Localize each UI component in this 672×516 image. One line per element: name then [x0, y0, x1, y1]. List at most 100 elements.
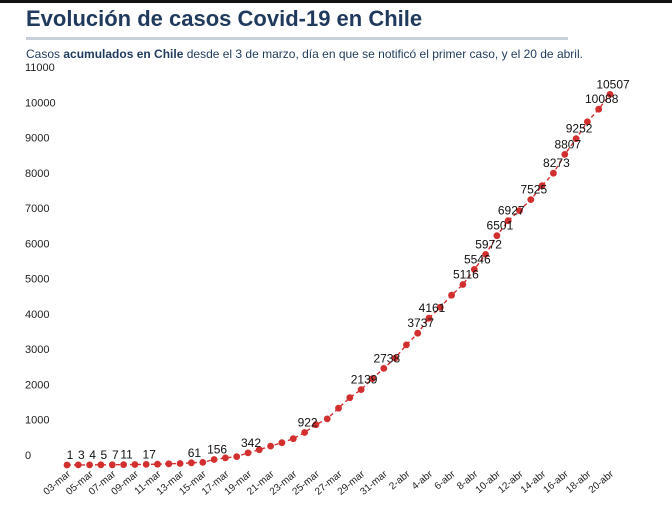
data-label: 3: [78, 448, 85, 462]
data-label: 5546: [464, 252, 491, 266]
y-axis-ticks: 0 1000 2000 3000 4000 5000 6000 7000 8000 9000 100…: [25, 62, 56, 462]
data-point: [74, 461, 82, 469]
data-point: [165, 460, 173, 468]
data-point: [323, 415, 331, 423]
data-point: [369, 375, 376, 382]
series-points: [63, 91, 614, 469]
y-tick-label: 2000: [25, 379, 49, 391]
data-label: 5116: [453, 268, 479, 282]
chart-subtitle: Casos acumulados en Chile desde el 3 de …: [26, 47, 583, 61]
x-tick-label: 6-abr: [433, 468, 458, 492]
x-tick-label: 2-abr: [387, 468, 412, 492]
data-label: 8807: [554, 137, 581, 151]
data-point: [289, 435, 297, 443]
data-point: [606, 91, 614, 98]
title-underline: [26, 37, 568, 40]
data-label: 17: [143, 447, 157, 461]
y-tick-label: 7000: [25, 203, 49, 215]
top-rule: [0, 0, 672, 3]
data-point: [255, 446, 263, 454]
data-label: 156: [207, 443, 227, 457]
data-label: 10507: [596, 77, 630, 91]
data-point: [584, 118, 591, 126]
data-point: [176, 460, 184, 467]
data-point: [346, 394, 354, 402]
subtitle-prefix: Casos: [26, 47, 64, 61]
data-point: [482, 251, 489, 258]
data-point: [108, 461, 116, 469]
data-point: [357, 386, 365, 393]
data-point: [459, 281, 467, 288]
y-tick-label: 10000: [25, 97, 56, 109]
data-point: [425, 314, 433, 322]
data-label: 7525: [520, 183, 547, 197]
data-point: [380, 365, 388, 372]
data-point: [120, 461, 127, 468]
data-point: [414, 329, 422, 337]
data-point: [131, 461, 139, 468]
data-point: [493, 232, 501, 240]
y-tick-label: 9000: [25, 133, 49, 145]
data-point: [470, 266, 478, 273]
data-label: 10088: [585, 92, 619, 106]
data-point: [572, 135, 580, 143]
data-point: [403, 341, 410, 349]
data-point: [538, 182, 546, 190]
data-label: 6927: [498, 204, 525, 218]
data-label: 6501: [487, 219, 514, 233]
data-point: [595, 105, 603, 113]
data-label: 5972: [475, 237, 502, 251]
data-label: 342: [241, 436, 261, 450]
data-point: [278, 439, 286, 447]
data-point: [550, 169, 557, 177]
y-tick-label: 4000: [25, 309, 49, 321]
data-point: [142, 461, 150, 468]
data-point: [335, 404, 342, 412]
data-point: [199, 459, 207, 466]
data-point: [561, 151, 569, 158]
y-tick-label: 0: [25, 450, 31, 462]
data-point: [448, 291, 455, 299]
y-tick-label: 1000: [25, 415, 49, 427]
data-point: [267, 442, 274, 450]
data-point: [97, 461, 105, 469]
data-point: [436, 303, 444, 311]
y-tick-label: 8000: [25, 168, 49, 180]
y-tick-label: 11000: [25, 62, 55, 74]
data-label: 2738: [373, 351, 400, 365]
data-point: [222, 454, 229, 462]
data-point: [154, 460, 161, 468]
data-label: 61: [188, 446, 202, 460]
data-label: 922: [298, 416, 318, 430]
data-point: [233, 453, 241, 460]
data-label: 4: [89, 448, 96, 462]
data-label: 9252: [566, 122, 593, 136]
chart-title: Evolución de casos Covid-19 en Chile: [26, 6, 423, 31]
data-point: [504, 217, 512, 225]
data-point: [301, 429, 308, 436]
data-label: 8273: [543, 156, 570, 170]
data-point: [244, 449, 252, 457]
x-axis-ticks: 03-mar05-mar07-mar09-mar11-mar13-mar15-m…: [42, 468, 617, 497]
x-tick-label: 20-abr: [587, 468, 617, 495]
data-label: 1: [67, 448, 74, 462]
x-tick-label: 4-abr: [410, 468, 435, 492]
data-point: [188, 459, 195, 467]
data-point: [63, 461, 71, 469]
data-point: [86, 461, 93, 469]
subtitle-suffix: desde el 3 de marzo, día en que se notif…: [183, 47, 583, 61]
data-point: [527, 196, 535, 204]
data-point: [312, 421, 320, 429]
data-label: 2139: [351, 373, 378, 387]
data-label: 7: [112, 448, 119, 462]
data-label: 5: [101, 448, 108, 462]
y-tick-label: 6000: [25, 238, 49, 250]
y-tick-label: 5000: [25, 274, 49, 286]
data-point: [516, 207, 523, 215]
data-point: [210, 456, 218, 463]
y-tick-label: 3000: [25, 344, 49, 356]
data-label: 11: [120, 448, 133, 462]
